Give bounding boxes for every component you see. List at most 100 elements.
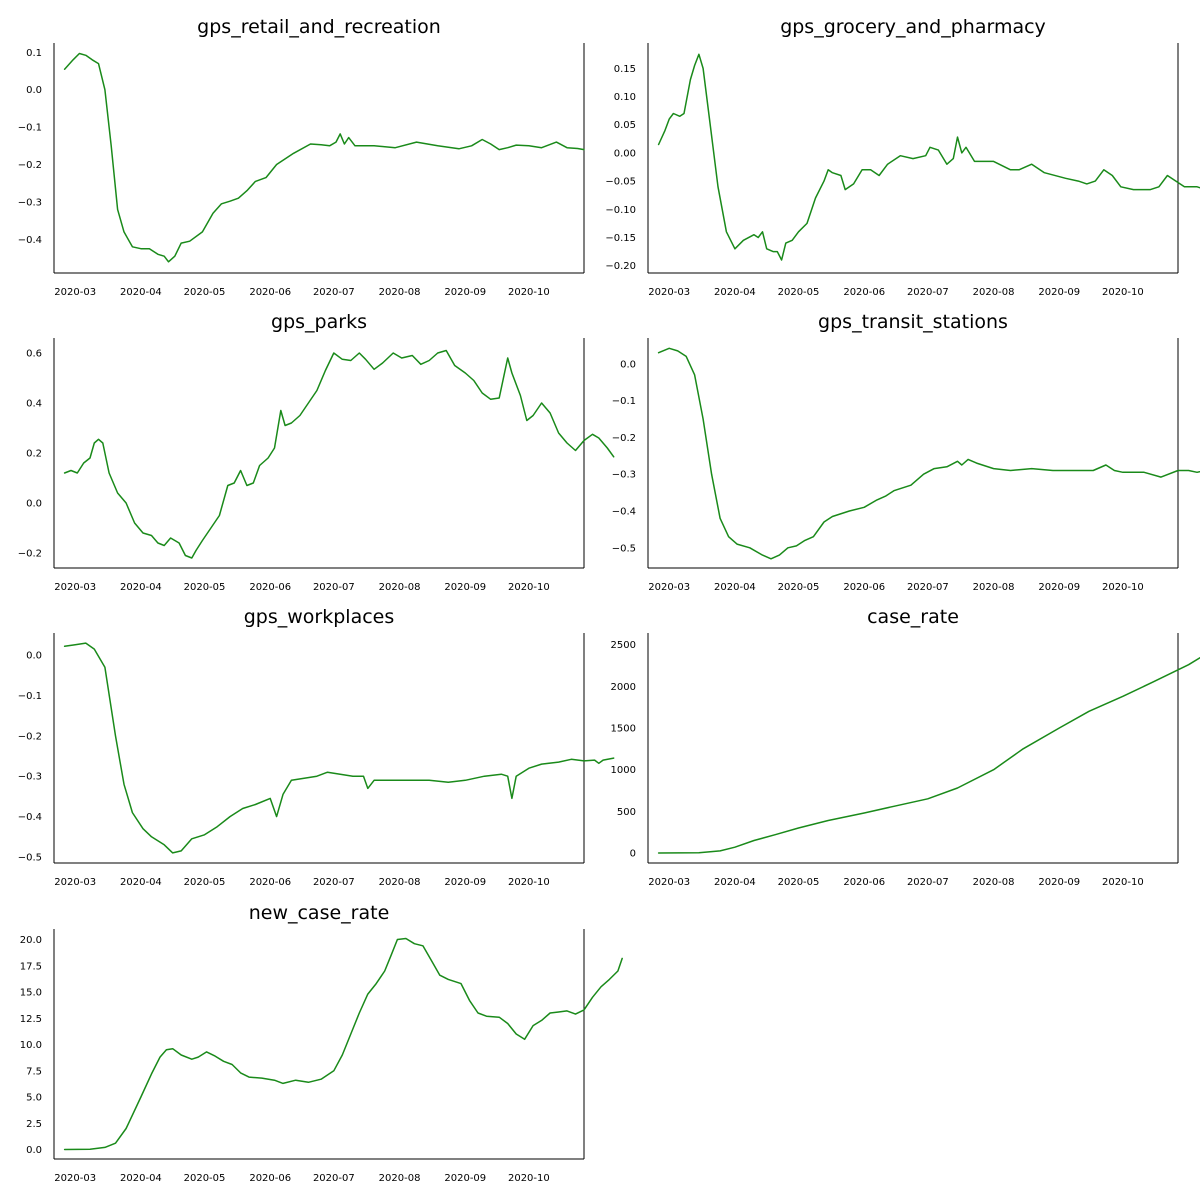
y-tick-label: 0.6 xyxy=(26,349,42,360)
y-tick-label: 0.0 xyxy=(26,85,42,96)
y-tick-label: 20.0 xyxy=(20,935,42,946)
y-tick-label: −0.5 xyxy=(18,852,42,863)
y-tick-label: −0.3 xyxy=(18,197,42,208)
y-tick-label: −0.4 xyxy=(612,506,636,517)
y-tick-label: 0.10 xyxy=(614,92,636,103)
x-tick-label: 2020-03 xyxy=(54,582,96,593)
x-tick-label: 2020-10 xyxy=(1102,287,1144,298)
x-tick-label: 2020-08 xyxy=(379,287,421,298)
x-tick-label: 2020-05 xyxy=(184,287,226,298)
x-tick-label: 2020-08 xyxy=(379,877,421,888)
x-tick-label: 2020-06 xyxy=(249,287,291,298)
x-tick-label: 2020-04 xyxy=(714,877,756,888)
x-tick-label: 2020-09 xyxy=(444,877,486,888)
x-tick-label: 2020-07 xyxy=(907,877,949,888)
series-line xyxy=(657,347,1200,560)
x-tick-label: 2020-10 xyxy=(508,877,550,888)
y-tick-label: −0.05 xyxy=(605,177,636,188)
y-tick-label: 0.0 xyxy=(26,499,42,510)
series-line xyxy=(63,937,623,1151)
x-tick-label: 2020-04 xyxy=(120,582,162,593)
subplot-title: new_case_rate xyxy=(249,902,390,924)
y-tick-label: 2.5 xyxy=(26,1119,42,1130)
series-line xyxy=(657,656,1200,854)
y-tick-label: 1000 xyxy=(611,765,636,776)
x-tick-label: 2020-03 xyxy=(54,877,96,888)
y-tick-label: 0.05 xyxy=(614,120,636,131)
y-tick-label: −0.3 xyxy=(18,772,42,783)
y-tick-label: −0.1 xyxy=(612,396,636,407)
y-tick-label: 17.5 xyxy=(20,961,42,972)
x-tick-label: 2020-05 xyxy=(778,877,820,888)
y-tick-label: −0.2 xyxy=(612,433,636,444)
y-tick-label: 10.0 xyxy=(20,1040,42,1051)
y-tick-label: −0.4 xyxy=(18,235,42,246)
subplot-title: gps_workplaces xyxy=(244,606,395,628)
x-tick-label: 2020-04 xyxy=(120,877,162,888)
x-tick-label: 2020-07 xyxy=(313,582,355,593)
subplot-gps-workplaces: gps_workplaces 2020-03 2020-04 2020-05 2020-… xyxy=(18,606,615,888)
x-tick-label: 2020-04 xyxy=(714,287,756,298)
subplot-case-rate: case_rate 2020-03 2020-04 2020-05 2020-06 202… xyxy=(611,606,1200,888)
x-tick-label: 2020-09 xyxy=(444,582,486,593)
subplot-title: gps_parks xyxy=(271,311,367,333)
x-tick-label: 2020-07 xyxy=(313,877,355,888)
x-tick-label: 2020-03 xyxy=(54,1173,96,1184)
x-tick-label: 2020-08 xyxy=(379,582,421,593)
subplot-gps-parks: gps_parks 2020-03 2020-04 2020-05 2020-06 202… xyxy=(18,311,615,593)
y-tick-label: 15.0 xyxy=(20,988,42,999)
y-tick-label: 0.1 xyxy=(26,48,42,59)
subplot-new-case-rate: new_case_rate 2020-03 2020-04 2020-05 2020-0… xyxy=(20,902,623,1184)
x-tick-label: 2020-05 xyxy=(778,287,820,298)
x-tick-label: 2020-05 xyxy=(184,877,226,888)
x-tick-label: 2020-07 xyxy=(313,287,355,298)
y-tick-label: 0.0 xyxy=(26,651,42,662)
x-tick-label: 2020-10 xyxy=(508,287,550,298)
y-tick-label: −0.1 xyxy=(18,691,42,702)
y-tick-label: 2000 xyxy=(611,682,636,693)
x-tick-label: 2020-09 xyxy=(444,1173,486,1184)
x-tick-label: 2020-08 xyxy=(379,1173,421,1184)
y-tick-label: −0.5 xyxy=(612,543,636,554)
x-tick-label: 2020-04 xyxy=(120,287,162,298)
x-tick-label: 2020-05 xyxy=(184,1173,226,1184)
x-tick-label: 2020-09 xyxy=(1038,287,1080,298)
subplot-gps-grocery-and-pharmacy: gps_grocery_and_pharmacy 2020-03 2020-04 20… xyxy=(605,16,1200,298)
series-line xyxy=(63,642,615,854)
x-tick-label: 2020-03 xyxy=(54,287,96,298)
y-tick-label: −0.20 xyxy=(605,261,636,272)
y-tick-label: 0.2 xyxy=(26,449,42,460)
series-line xyxy=(657,53,1200,261)
x-tick-label: 2020-10 xyxy=(1102,877,1144,888)
subplot-title: case_rate xyxy=(867,606,959,628)
x-tick-label: 2020-04 xyxy=(714,582,756,593)
x-tick-label: 2020-09 xyxy=(1038,877,1080,888)
y-tick-label: −0.2 xyxy=(18,160,42,171)
x-tick-label: 2020-03 xyxy=(648,582,690,593)
subplot-title: gps_grocery_and_pharmacy xyxy=(780,16,1046,38)
y-tick-label: −0.15 xyxy=(605,233,636,244)
y-tick-label: 0.00 xyxy=(614,148,636,159)
x-tick-label: 2020-10 xyxy=(508,1173,550,1184)
x-tick-label: 2020-06 xyxy=(843,582,885,593)
subplot-gps-transit-stations: gps_transit_stations 2020-03 2020-04 2020-0… xyxy=(612,311,1200,593)
subplot-title: gps_retail_and_recreation xyxy=(197,16,441,38)
y-tick-label: 1500 xyxy=(611,724,636,735)
y-tick-label: 12.5 xyxy=(20,1014,42,1025)
y-tick-label: 0.0 xyxy=(620,359,636,370)
x-tick-label: 2020-05 xyxy=(184,582,226,593)
y-tick-label: 500 xyxy=(617,807,636,818)
y-tick-label: −0.10 xyxy=(605,205,636,216)
y-tick-label: 0.4 xyxy=(26,399,42,410)
y-tick-label: 7.5 xyxy=(26,1066,42,1077)
x-tick-label: 2020-06 xyxy=(249,582,291,593)
subplot-title: gps_transit_stations xyxy=(818,311,1008,333)
y-tick-label: −0.1 xyxy=(18,123,42,134)
y-tick-label: 0.0 xyxy=(26,1145,42,1156)
x-tick-label: 2020-08 xyxy=(973,877,1015,888)
series-line xyxy=(63,349,615,559)
x-tick-label: 2020-07 xyxy=(907,582,949,593)
x-tick-label: 2020-08 xyxy=(973,582,1015,593)
x-tick-label: 2020-07 xyxy=(313,1173,355,1184)
